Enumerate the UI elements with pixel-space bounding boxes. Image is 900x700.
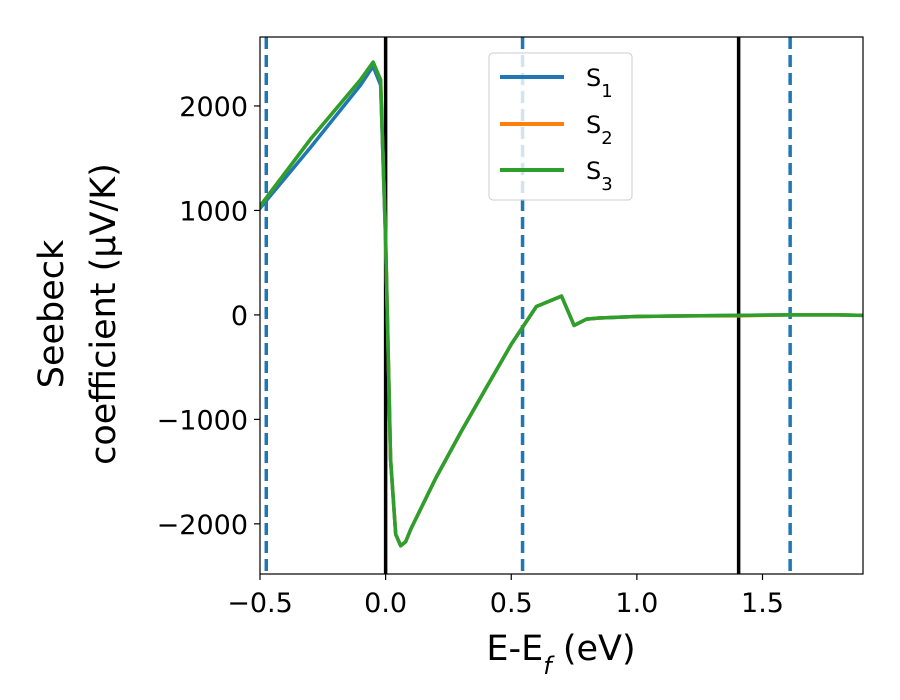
y-tick-label: −2000 — [157, 510, 248, 541]
legend-label-s1: S1 — [586, 64, 613, 102]
legend-box — [488, 52, 633, 201]
x-axis-label: E-Ef (eV) — [486, 629, 635, 680]
x-tick-label: 1.0 — [615, 588, 658, 619]
legend: S1 S2 S3 — [488, 52, 633, 201]
x-tick-label: 0.0 — [364, 588, 407, 619]
series-line-s3 — [260, 60, 863, 548]
y-tick-label: −1000 — [157, 405, 248, 436]
y-tick-label: 0 — [231, 301, 248, 332]
legend-label-s2: S2 — [586, 111, 613, 149]
plot-frame — [259, 36, 864, 575]
y-axis-label-line1: Seebeck — [32, 239, 72, 388]
y-axis: −2000 −1000 0 1000 2000 — [157, 92, 260, 541]
y-tick-label: 2000 — [179, 92, 248, 123]
x-tick-label: 0.5 — [490, 588, 533, 619]
x-tick-label: −0.5 — [227, 588, 293, 619]
series-layer — [260, 60, 863, 548]
x-tick-label: 1.5 — [741, 588, 784, 619]
x-axis: −0.5 0.0 0.5 1.0 1.5 — [227, 574, 784, 619]
y-axis-label-line2: coefficient (μV/K) — [84, 163, 124, 465]
y-axis-label: Seebeck coefficient (μV/K) — [32, 163, 124, 465]
y-tick-label: 1000 — [179, 196, 248, 227]
legend-label-s3: S3 — [586, 157, 613, 195]
